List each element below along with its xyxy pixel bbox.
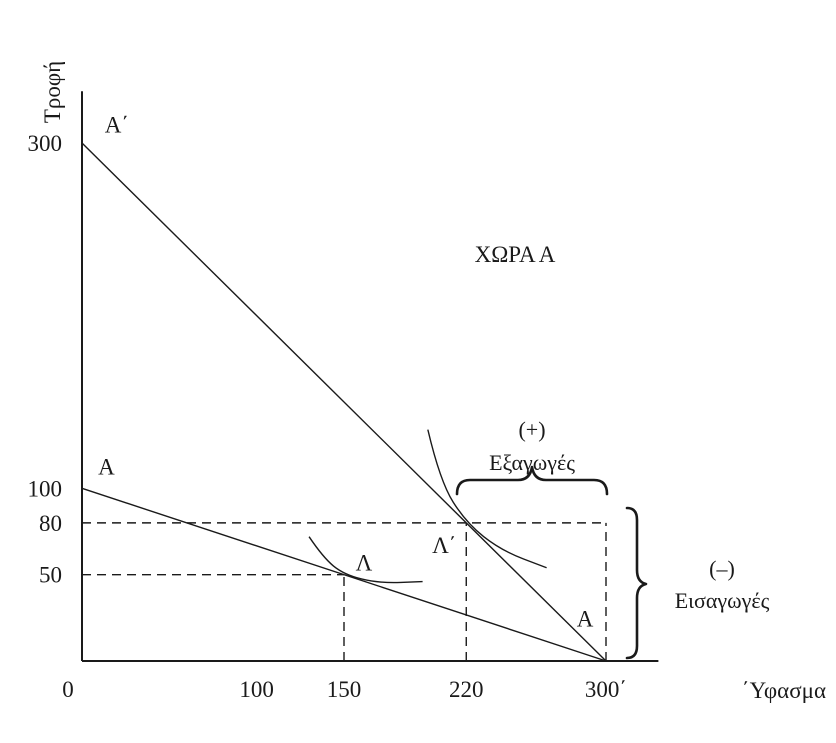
x-tick-label-0: 0	[62, 677, 74, 702]
y-tick-label-0: 300	[28, 131, 63, 156]
x-tick-label-1: 100	[239, 677, 274, 702]
y-tick-label-3: 50	[39, 563, 62, 588]
x-tick-label-4: 300΄	[585, 677, 627, 702]
line-label-2: Α	[577, 606, 594, 631]
y-tick-label-2: 80	[39, 511, 62, 536]
price-lines	[81, 142, 607, 662]
imports-brace	[625, 506, 648, 660]
exports-brace	[455, 465, 609, 496]
indifference-curves	[308, 429, 547, 584]
dashed-guide-lines	[82, 522, 607, 661]
x-tick-label-3: 220	[449, 677, 484, 702]
exports-sign: (+)	[518, 417, 545, 442]
indifference-curve-1	[427, 429, 547, 569]
line-aa	[81, 487, 607, 662]
exports-label: Εξαγωγές	[489, 450, 575, 475]
line-labels: Α Α΄ Α	[98, 113, 594, 632]
indifference-curve-0	[308, 536, 423, 584]
point-label-0: Λ	[356, 551, 373, 576]
x-axis-label: ΄Υφασμα	[742, 678, 826, 703]
point-labels: Λ Λ΄	[356, 533, 457, 576]
y-tick-labels: 300 100 80 50	[28, 131, 63, 588]
imports-sign: (–)	[709, 556, 735, 581]
y-axis-label: Τροφή	[40, 61, 65, 123]
point-label-1: Λ΄	[432, 533, 456, 558]
x-tick-labels: 0 100 150 220 300΄	[62, 677, 627, 702]
imports-label: Εισαγωγές	[675, 588, 770, 613]
y-tick-label-1: 100	[28, 476, 63, 501]
line-aa_prime	[81, 142, 607, 662]
line-label-0: Α	[98, 455, 115, 480]
x-tick-label-2: 150	[327, 677, 362, 702]
country-label: ΧΩΡΑ Α	[475, 242, 556, 267]
line-label-1: Α΄	[105, 113, 129, 138]
